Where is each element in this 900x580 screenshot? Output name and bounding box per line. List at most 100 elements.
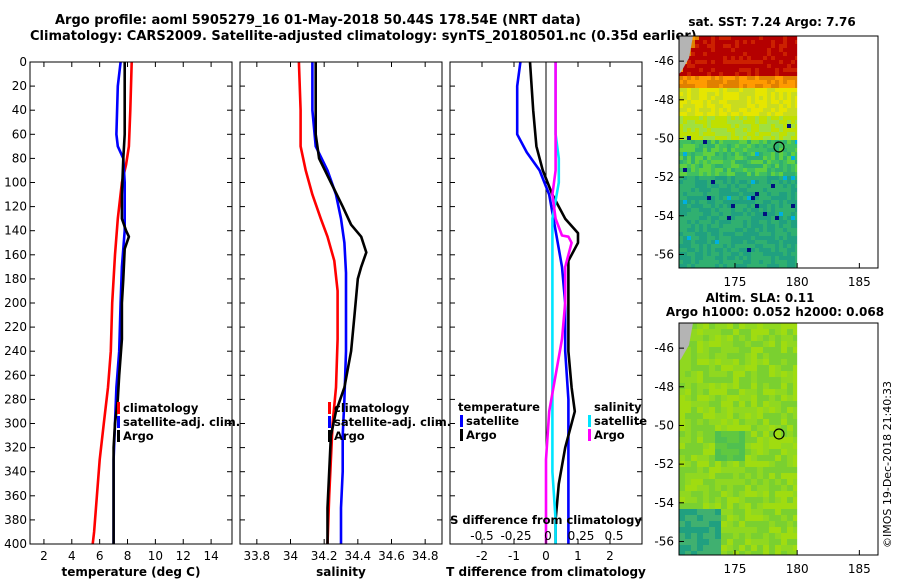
map-cell xyxy=(745,473,751,479)
map-cell xyxy=(787,108,791,112)
map-cell xyxy=(755,216,759,220)
map-cell xyxy=(767,220,771,224)
map-cell xyxy=(735,244,739,248)
map-cell xyxy=(703,353,709,359)
map-cell xyxy=(745,437,751,443)
map-cell xyxy=(783,192,787,196)
map-cell xyxy=(683,132,687,136)
map-cell xyxy=(707,176,711,180)
map-cell xyxy=(695,172,699,176)
map-cell xyxy=(771,212,775,216)
map-cell xyxy=(731,248,735,252)
map-cell xyxy=(711,148,715,152)
map-cell xyxy=(709,329,715,335)
legend-swatch xyxy=(460,429,463,441)
map-cell xyxy=(691,56,695,60)
map-cell xyxy=(703,256,707,260)
map-cell xyxy=(697,377,703,383)
map-cell xyxy=(743,216,747,220)
map-cell xyxy=(763,132,767,136)
map-cell xyxy=(779,52,783,56)
map-cell xyxy=(711,224,715,228)
map-cell xyxy=(715,256,719,260)
x-tick-label: 6 xyxy=(96,549,104,563)
map-cell xyxy=(783,156,787,160)
map-cell xyxy=(723,196,727,200)
map-cell xyxy=(787,160,791,164)
map-cell xyxy=(771,36,775,40)
map-cell xyxy=(739,260,743,264)
map-cell xyxy=(769,401,775,407)
map-cell xyxy=(723,180,727,184)
map-cell xyxy=(767,128,771,132)
map-cell xyxy=(795,44,798,48)
secondary-tick-label: 0.5 xyxy=(604,529,623,543)
map-cell xyxy=(763,144,767,148)
map-cell xyxy=(757,425,763,431)
map-cell xyxy=(739,497,745,503)
map-cell xyxy=(715,359,721,365)
map-cell xyxy=(731,88,735,92)
map-cell xyxy=(757,503,763,509)
map-cell xyxy=(731,76,735,80)
map-cell xyxy=(787,521,793,527)
map-cell xyxy=(687,244,691,248)
map-cell xyxy=(697,545,703,551)
map-cell xyxy=(695,196,699,200)
map-cell xyxy=(735,120,739,124)
map-cell xyxy=(769,407,775,413)
map-cell xyxy=(697,509,703,515)
map-cell xyxy=(727,112,731,116)
map-cell xyxy=(743,184,747,188)
map-cell xyxy=(685,401,691,407)
map-cell xyxy=(779,160,783,164)
map-cell xyxy=(791,216,795,220)
map-cell xyxy=(745,461,751,467)
map-cell xyxy=(707,188,711,192)
map-cell xyxy=(779,172,783,176)
map-cell xyxy=(751,329,757,335)
map-cell xyxy=(795,148,798,152)
map-cell xyxy=(703,144,707,148)
map-cell xyxy=(707,152,711,156)
map-cell xyxy=(757,419,763,425)
map-cell xyxy=(739,172,743,176)
map-cell xyxy=(767,172,771,176)
map-cell xyxy=(735,252,739,256)
map-cell xyxy=(739,40,743,44)
map-cell xyxy=(743,232,747,236)
map-cell xyxy=(795,80,798,84)
map-cell xyxy=(723,88,727,92)
map-cell xyxy=(751,240,755,244)
map-cell xyxy=(751,68,755,72)
map-cell xyxy=(679,431,685,437)
map-cell xyxy=(703,176,707,180)
map-cell xyxy=(755,208,759,212)
map-cell xyxy=(731,264,735,268)
map-cell xyxy=(703,244,707,248)
map-cell xyxy=(787,461,793,467)
map-cell xyxy=(771,52,775,56)
map-cell xyxy=(751,521,757,527)
map-cell xyxy=(721,455,727,461)
map-cell xyxy=(755,184,759,188)
map-cell xyxy=(751,104,755,108)
map-cell xyxy=(703,449,709,455)
map-cell xyxy=(781,545,787,551)
map-cell xyxy=(795,88,798,92)
map-cell xyxy=(697,479,703,485)
map-cell xyxy=(767,164,771,168)
map-cell xyxy=(739,545,745,551)
map-cell xyxy=(791,36,795,40)
map-cell xyxy=(775,473,781,479)
map-cell xyxy=(733,461,739,467)
map-cell xyxy=(703,515,709,521)
map-cell xyxy=(685,389,691,395)
map-cell xyxy=(691,521,697,527)
y-tick-label: 140 xyxy=(4,224,27,238)
map-cell xyxy=(767,96,771,100)
map-cell xyxy=(707,184,711,188)
map-cell xyxy=(795,180,798,184)
map-cell xyxy=(711,80,715,84)
map-cell xyxy=(771,264,775,268)
